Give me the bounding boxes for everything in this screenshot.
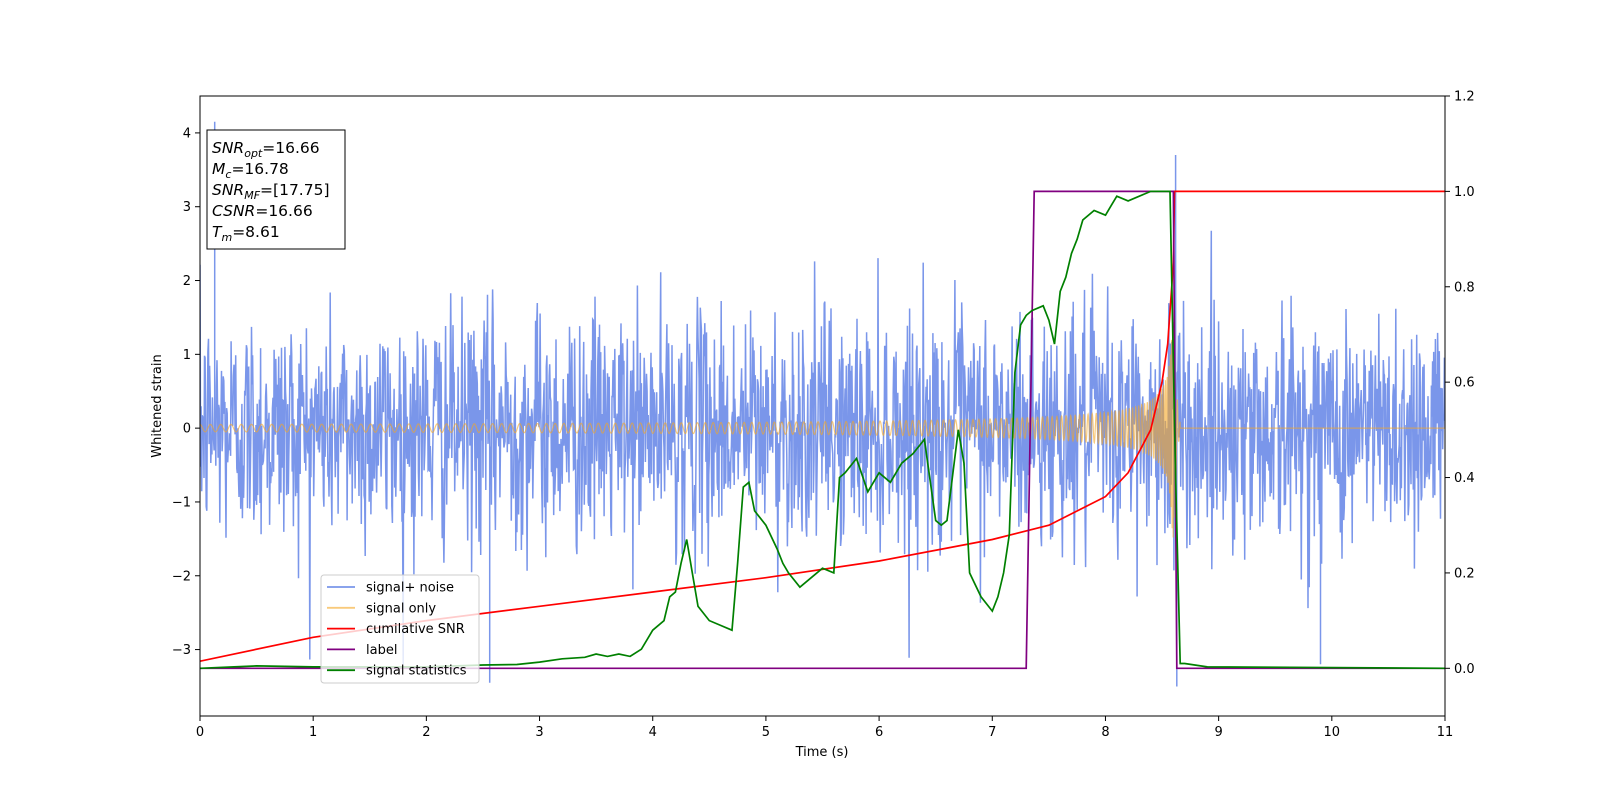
series-label-line <box>200 190 1445 670</box>
x-axis: 0 1 2 3 4 5 6 7 8 9 10 11 <box>196 716 1453 740</box>
legend-frame <box>320 574 480 684</box>
y-right-tick-label: 0.2 <box>1454 566 1475 581</box>
x-tick-label: 2 <box>422 725 430 740</box>
series-layer <box>200 121 1445 687</box>
annotation-line: Tm=8.61 <box>212 223 280 244</box>
legend-item-signal-statistics: signal statistics <box>327 664 467 679</box>
y-left-tick-label: 2 <box>183 274 191 289</box>
legend-item-label: label <box>327 643 397 658</box>
legend-item-signal-only: signal only <box>327 601 436 616</box>
annotation-box: SNRopt=16.66Mc=16.78SNRMF=[17.75]CSNR=16… <box>206 129 346 250</box>
x-tick-label: 7 <box>988 725 996 740</box>
x-tick-label: 8 <box>1101 725 1109 740</box>
plot-frame <box>199 95 1446 717</box>
x-tick-label: 4 <box>649 725 657 740</box>
x-tick-label: 3 <box>535 725 543 740</box>
annotation-line: SNRMF=[17.75] <box>212 181 330 202</box>
y-axis-left-label: Whitened strain <box>150 354 165 457</box>
y-left-tick-label: −1 <box>172 495 191 510</box>
x-tick-label: 9 <box>1214 725 1222 740</box>
y-left-tick-label: −2 <box>172 569 191 584</box>
series-cumulative-snr-line <box>200 190 1445 663</box>
x-tick-label: 1 <box>309 725 317 740</box>
y-left-tick-label: 0 <box>183 422 191 437</box>
legend-text: cumilative SNR <box>366 622 465 637</box>
annotation-frame <box>206 129 346 250</box>
legend-text: signal statistics <box>366 664 467 679</box>
annotation-line: SNRopt=16.66 <box>212 139 320 160</box>
y-left-tick-label: 3 <box>183 200 191 215</box>
x-tick-label: 6 <box>875 725 883 740</box>
y-axis-left: −3 −2 −1 0 1 2 3 4 <box>172 126 200 658</box>
y-left-tick-label: 1 <box>183 348 191 363</box>
y-right-tick-label: 1.0 <box>1454 185 1475 200</box>
legend-item-cumulative-snr: cumilative SNR <box>327 622 465 637</box>
series-signal-statistics-line <box>200 190 1445 670</box>
series-signal-only-line <box>200 316 1445 538</box>
y-right-tick-label: 0.0 <box>1454 662 1475 677</box>
x-tick-label: 5 <box>762 725 770 740</box>
y-right-tick-label: 0.8 <box>1454 280 1475 295</box>
y-right-tick-label: 0.6 <box>1454 376 1475 391</box>
legend: signal+ noise signal only cumilative SNR la… <box>320 574 480 684</box>
legend-text: signal only <box>366 601 436 616</box>
y-right-tick-label: 0.4 <box>1454 471 1475 486</box>
annotation-line: CSNR=16.66 <box>212 202 313 220</box>
annotation-line: Mc=16.78 <box>212 160 289 181</box>
y-right-tick-label: 1.2 <box>1454 90 1475 105</box>
legend-text: label <box>366 643 397 658</box>
y-axis-right: 0.0 0.2 0.4 0.6 0.8 1.0 1.2 <box>1445 90 1475 677</box>
x-tick-label: 10 <box>1324 725 1341 740</box>
x-tick-label: 0 <box>196 725 204 740</box>
y-left-tick-label: 4 <box>183 126 191 141</box>
legend-text: signal+ noise <box>366 581 454 596</box>
legend-item-signal-noise: signal+ noise <box>327 581 454 596</box>
x-axis-label: Time (s) <box>795 745 849 760</box>
y-left-tick-label: −3 <box>172 643 191 658</box>
x-tick-label: 11 <box>1437 725 1454 740</box>
